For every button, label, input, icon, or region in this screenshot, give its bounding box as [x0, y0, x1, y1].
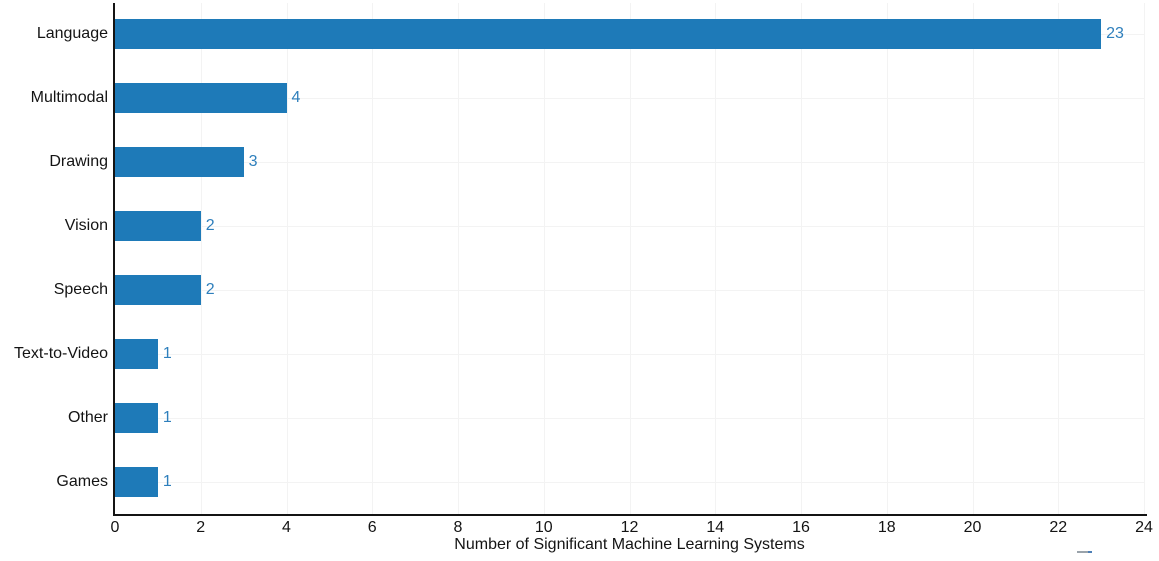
category-label-speech: Speech [53, 281, 108, 298]
x-axis-title: Number of Significant Machine Learning S… [454, 536, 805, 553]
vertical-gridline-2 [200, 3, 202, 515]
vertical-gridline-8 [458, 3, 459, 515]
bar-speech [115, 275, 201, 305]
bar-language [115, 19, 1102, 49]
x-tick-label-18: 18 [877, 519, 896, 536]
category-label-vision: Vision [64, 217, 108, 234]
vertical-gridline-24 [1144, 3, 1145, 515]
clipped-caption-artifact [1077, 551, 1088, 553]
row-gridline-vision [115, 226, 1144, 227]
vertical-gridline-4 [286, 3, 288, 515]
vertical-gridline-22 [1058, 3, 1060, 515]
x-tick-label-20: 20 [963, 519, 982, 536]
bar-value-label-drawing: 3 [248, 153, 258, 170]
bar-value-label-text-to-video: 1 [162, 345, 172, 362]
category-label-other: Other [67, 409, 108, 426]
bar-other [115, 403, 158, 433]
bar-multimodal [115, 83, 287, 113]
x-tick-label-24: 24 [1135, 519, 1153, 536]
x-tick-label-16: 16 [792, 519, 810, 536]
category-label-language: Language [36, 25, 108, 42]
x-tick-label-4: 4 [282, 519, 291, 536]
category-label-games: Games [56, 473, 108, 490]
bar-value-label-other: 1 [162, 409, 172, 426]
x-tick-label-8: 8 [453, 519, 463, 536]
x-tick-label-12: 12 [620, 519, 639, 536]
category-label-text-to-video: Text-to-Video [14, 345, 108, 362]
row-gridline-text-to-video [115, 354, 1144, 355]
bar-value-label-language: 23 [1106, 25, 1124, 42]
bar-value-label-vision: 2 [205, 217, 215, 234]
bar-vision [115, 211, 201, 241]
bar-games [115, 467, 158, 497]
vertical-gridline-6 [372, 3, 374, 515]
x-axis-line [113, 514, 1147, 516]
vertical-gridline-12 [629, 3, 631, 515]
x-tick-label-14: 14 [706, 519, 725, 536]
row-gridline-speech [115, 290, 1144, 291]
category-label-drawing: Drawing [49, 153, 108, 170]
x-tick-label-0: 0 [110, 519, 120, 536]
y-axis-line [113, 3, 115, 516]
bar-value-label-speech: 2 [205, 281, 215, 298]
vertical-gridline-14 [715, 3, 717, 515]
bar-drawing [115, 147, 244, 177]
x-tick-label-10: 10 [534, 519, 553, 536]
category-label-multimodal: Multimodal [30, 89, 108, 106]
bar-value-label-multimodal: 4 [291, 89, 301, 106]
bar-text-to-video [115, 339, 158, 369]
bar-value-label-games: 1 [162, 473, 172, 490]
vertical-gridline-16 [801, 3, 802, 515]
vertical-gridline-18 [886, 3, 888, 515]
row-gridline-other [115, 418, 1144, 419]
row-gridline-games [115, 482, 1144, 483]
x-tick-label-6: 6 [367, 519, 377, 536]
row-gridline-multimodal [115, 98, 1144, 99]
x-tick-label-2: 2 [196, 519, 206, 536]
row-gridline-drawing [115, 162, 1144, 163]
x-tick-label-22: 22 [1049, 519, 1068, 536]
clipped-caption-artifact [1088, 551, 1092, 553]
vertical-gridline-10 [543, 3, 545, 515]
vertical-gridline-20 [972, 3, 974, 515]
